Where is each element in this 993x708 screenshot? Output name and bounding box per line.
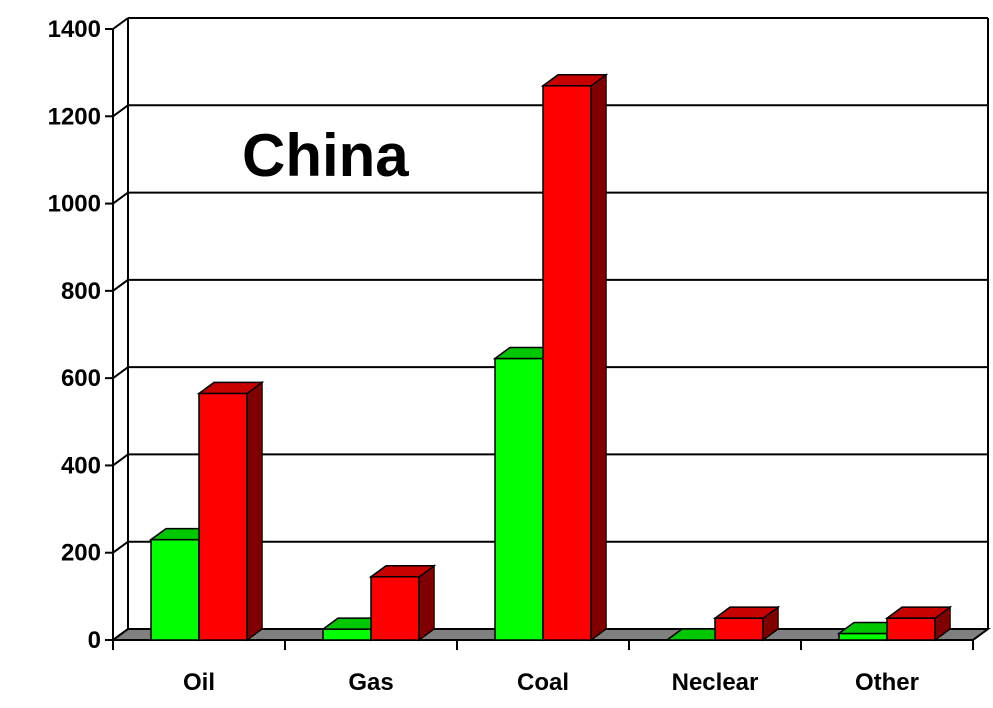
- bar-top-face: [712, 606, 781, 619]
- labels: 0 200 400 600 800 1000 1200 1400 Oil Gas Coal Necle…: [48, 16, 919, 696]
- bar-coal-series-2: [540, 73, 609, 642]
- bar-front-face: [838, 632, 888, 641]
- y-tick-label: 200: [61, 540, 101, 567]
- gridline-side: [112, 366, 129, 379]
- bar-neclear-series-2: [712, 605, 781, 642]
- x-category-label: Coal: [517, 669, 569, 696]
- bar-front-face: [494, 357, 544, 641]
- x-category-label: Other: [855, 669, 919, 696]
- bar-side-face: [418, 564, 435, 642]
- gridline-side: [112, 104, 129, 118]
- y-tick-label: 400: [61, 452, 101, 479]
- bar-front-face: [714, 617, 764, 641]
- bar-front-face: [542, 84, 592, 641]
- bar-front-face: [198, 392, 248, 641]
- bars: [148, 73, 953, 642]
- y-tick-label: 1000: [48, 191, 101, 218]
- gridline-side: [112, 17, 129, 30]
- gridline-side: [112, 279, 129, 292]
- bar-front-face: [886, 617, 936, 641]
- gridline-side: [112, 191, 129, 205]
- bar-top-face: [368, 564, 437, 578]
- bar-front-face: [322, 628, 372, 641]
- y-tick-label: 600: [61, 365, 101, 392]
- gridline-side: [112, 540, 129, 554]
- bar-other-series-2: [884, 605, 953, 642]
- bar-top-face: [196, 381, 265, 395]
- y-tick-label: 0: [88, 627, 101, 654]
- bar-side-face: [246, 380, 263, 642]
- bar-front-face: [370, 575, 420, 641]
- bar-front-face: [150, 538, 200, 641]
- bar-top-face: [884, 606, 953, 619]
- y-tick-label: 800: [61, 278, 101, 305]
- gridline-side: [112, 453, 129, 467]
- bar-top-face: [540, 73, 609, 87]
- x-category-label: Oil: [183, 669, 215, 696]
- x-category-label: Gas: [348, 669, 393, 696]
- chart-title: China: [242, 122, 409, 189]
- y-tick-label: 1200: [48, 103, 101, 130]
- x-category-label: Neclear: [672, 669, 759, 696]
- bar-oil-series-2: [196, 380, 265, 642]
- y-tick-label: 1400: [48, 16, 101, 43]
- bar-gas-series-2: [368, 564, 437, 642]
- bar-side-face: [590, 73, 607, 642]
